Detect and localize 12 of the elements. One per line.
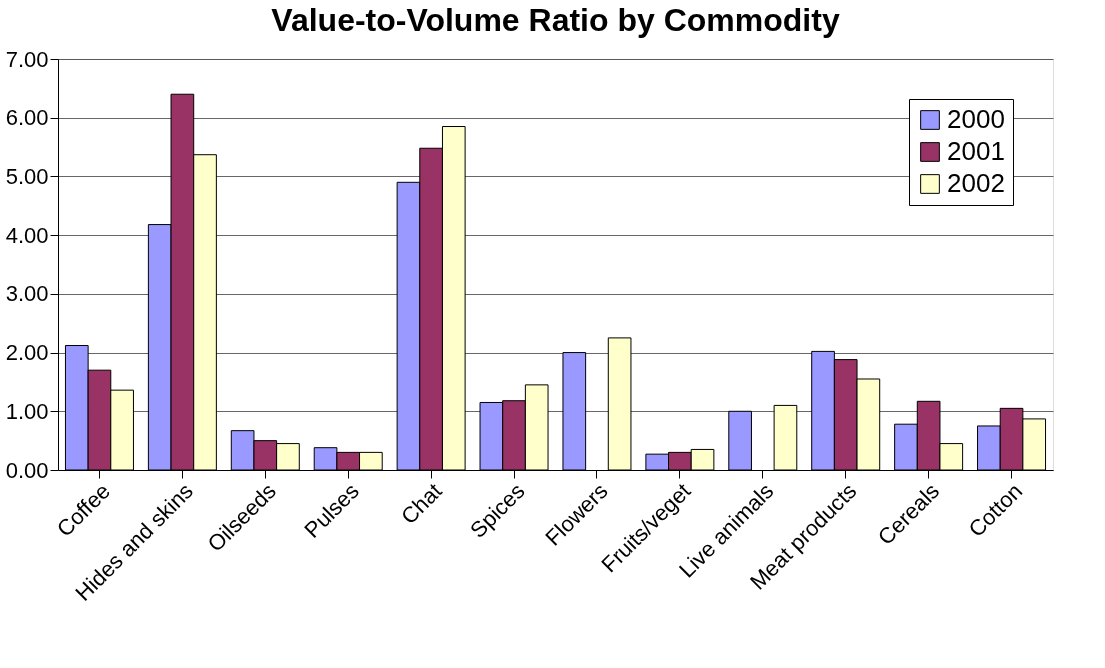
chart-title: Value-to-Volume Ratio by Commodity (271, 2, 840, 38)
legend-label: 2000 (947, 104, 1005, 134)
y-tick-label: 6.00 (5, 105, 49, 131)
y-tick-label: 4.00 (5, 222, 49, 248)
legend-label: 2001 (947, 136, 1005, 166)
y-tick-label: 3.00 (5, 281, 49, 307)
y-tick-label: 5.00 (5, 163, 49, 189)
y-tick-label: 7.00 (5, 46, 49, 72)
legend-label: 2002 (947, 168, 1005, 198)
y-tick-label: 2.00 (5, 340, 49, 366)
y-tick-label: 1.00 (5, 398, 49, 424)
y-tick-label: 0.00 (5, 457, 49, 483)
